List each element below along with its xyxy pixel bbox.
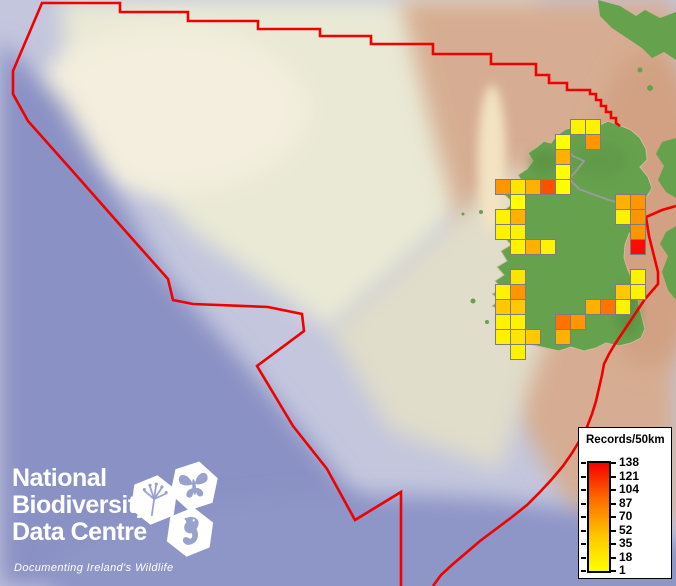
legend-tick-label: 121	[619, 468, 640, 483]
ireland-relief-3	[574, 142, 626, 178]
ireland-relief-2	[529, 150, 561, 174]
shelf-cream-zone	[30, 25, 310, 195]
legend-tick-mark	[611, 516, 616, 518]
tree-hexagon	[130, 475, 178, 525]
logo-line-3: Data Centre	[12, 518, 147, 546]
deep-ocean-zone	[0, 40, 430, 586]
britain-coast-strip-1	[656, 138, 676, 198]
legend-tick-mark	[581, 462, 586, 464]
legend-tick-mark	[611, 462, 616, 464]
legend-tick-mark	[611, 529, 616, 532]
legend-tick-label: 52	[619, 522, 633, 537]
seahorse-icon	[182, 516, 199, 545]
legend-tick-mark	[581, 556, 586, 559]
legend-tick-label: 138	[619, 455, 640, 469]
logo-line-2: Biodiversity	[12, 491, 150, 519]
legend-tick-label: 1	[619, 563, 626, 577]
ireland-landmass	[491, 120, 653, 352]
britain-coast-strip-2	[660, 226, 676, 300]
legend-tick-mark	[611, 502, 616, 505]
island-1	[479, 210, 483, 214]
boundary-line-east	[431, 204, 676, 586]
legend-tick-mark	[611, 543, 616, 545]
legend-tick-mark	[581, 570, 586, 572]
seahorse-hexagon	[166, 507, 214, 557]
legend-tick-mark	[581, 529, 586, 532]
legend-tick-label: 70	[619, 509, 633, 523]
legend-tick-mark	[581, 475, 586, 478]
legend-tick-mark	[581, 516, 586, 518]
island-4	[461, 212, 465, 216]
legend-tick-mark	[581, 543, 586, 545]
legend-panel: Records/50km 138 121 104 87 70 52 35 18 1	[578, 427, 672, 579]
legend-tick-mark	[611, 556, 616, 559]
legend-tick-label: 87	[619, 495, 633, 510]
legend-tick-mark	[611, 475, 616, 478]
legend-tick-label: 35	[619, 536, 633, 550]
logo-hexagons	[130, 461, 218, 557]
legend-tick-mark	[611, 489, 616, 491]
legend-body: Records/50km 138 121 104 87 70 52 35 18 1	[579, 428, 673, 580]
legend-title: Records/50km	[586, 434, 665, 446]
butterfly-hexagon	[170, 461, 218, 511]
tree-icon	[142, 482, 168, 516]
island-2	[470, 298, 476, 304]
scotland-isle-1	[647, 85, 653, 91]
boundary-line-west	[11, 1, 621, 586]
island-3	[485, 320, 489, 324]
scotland-landmass	[598, 0, 676, 60]
legend-gradient-bar	[587, 461, 611, 573]
legend-tick-label: 104	[619, 482, 640, 496]
scotland-isle-2	[637, 67, 643, 73]
nbdc-logo: National Biodiversity Data Centre Docume…	[0, 450, 320, 586]
legend-tick-mark	[611, 570, 616, 572]
legend-tick-mark	[581, 502, 586, 505]
logo-line-1: National	[12, 464, 107, 492]
butterfly-icon	[178, 472, 208, 498]
coast-sand-strip	[478, 85, 506, 235]
legend-tick-label: 18	[619, 549, 633, 564]
logo-tagline: Documenting Ireland's Wildlife	[14, 562, 174, 574]
legend-tick-mark	[581, 489, 586, 491]
